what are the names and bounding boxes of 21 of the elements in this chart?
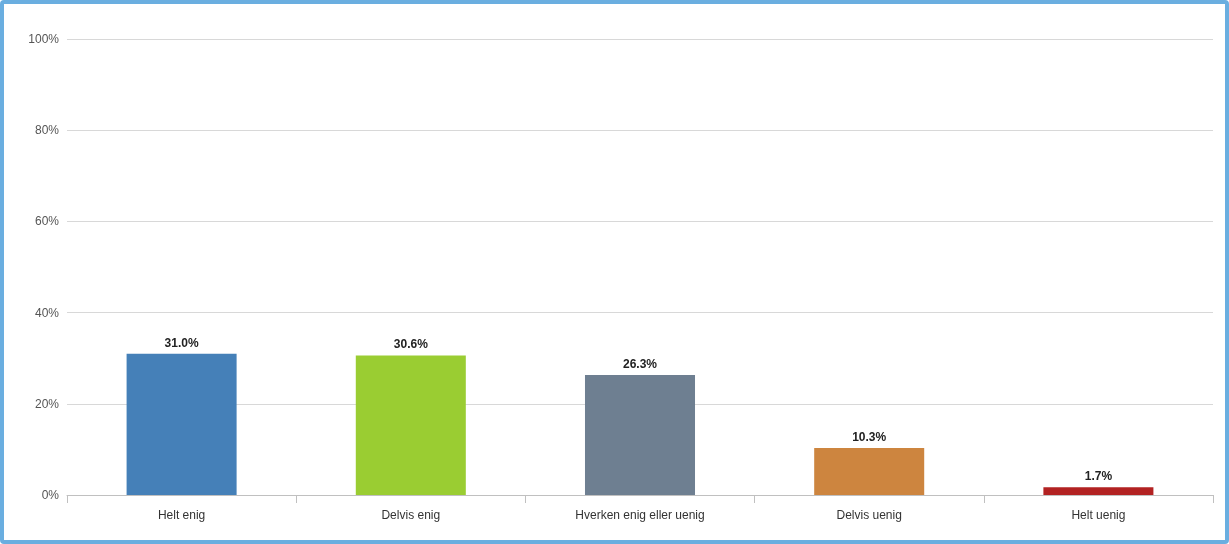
data-label: 30.6% — [393, 337, 429, 352]
x-tick-label: Hverken enig eller uenig — [575, 508, 705, 522]
bar — [1043, 487, 1154, 495]
data-label: 31.0% — [164, 335, 199, 350]
bar — [814, 448, 925, 495]
y-tick-label: 60% — [34, 214, 60, 229]
bar — [584, 375, 696, 495]
y-tick-label: 40% — [34, 305, 60, 320]
bar — [126, 353, 237, 495]
data-label: 1.7% — [1084, 469, 1113, 484]
data-label: 10.3% — [852, 430, 887, 445]
x-tick-label: Delvis uenig — [836, 508, 902, 522]
x-tick-label: Delvis enig — [381, 508, 441, 522]
data-label: 26.3% — [622, 357, 658, 372]
x-tick-label: Helt enig — [157, 508, 206, 522]
y-tick-label: 100% — [28, 32, 60, 46]
y-tick-label: 0% — [41, 488, 60, 502]
y-tick-label: 80% — [34, 123, 60, 138]
y-tick-label: 20% — [34, 396, 60, 411]
bar — [355, 355, 466, 495]
x-tick-label: Helt uenig — [1071, 508, 1126, 522]
